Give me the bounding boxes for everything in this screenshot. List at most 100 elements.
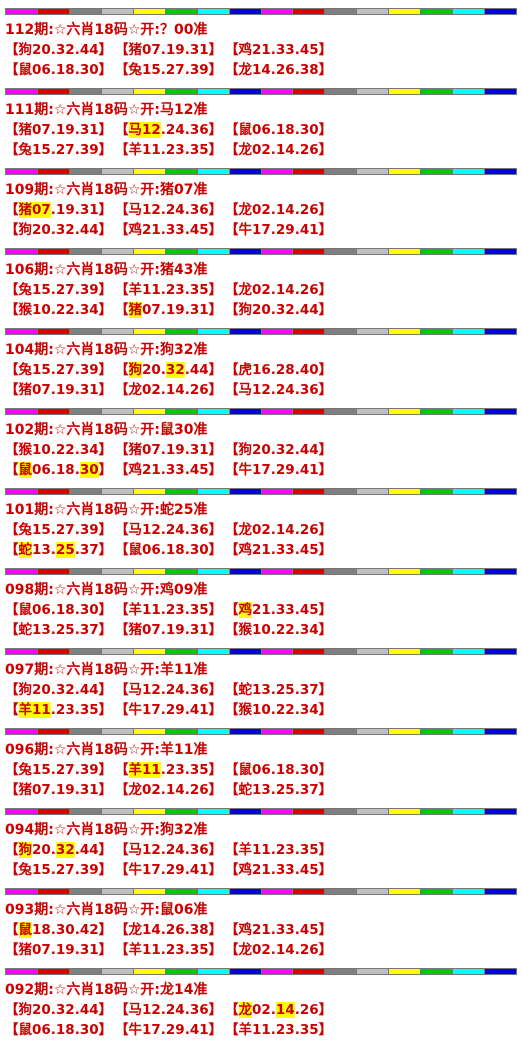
- item-text: 【鸡21.33.45】: [225, 42, 333, 58]
- color-stripe: [133, 889, 166, 894]
- highlighted-text: 14: [275, 1002, 295, 1018]
- color-stripe: [293, 89, 326, 94]
- color-bar: [5, 648, 517, 655]
- color-stripe: [389, 89, 422, 94]
- color-stripe: [37, 249, 70, 254]
- prediction-item: 【狗20.32.44】: [5, 40, 115, 60]
- color-stripe: [133, 729, 166, 734]
- prediction-row: 【羊11.23.35】 【牛17.29.41】 【猴10.22.34】: [5, 700, 335, 720]
- item-text: 【兔15.27.39】: [5, 142, 113, 158]
- color-stripe: [325, 489, 358, 494]
- color-stripe: [325, 729, 358, 734]
- prediction-item: 【鸡21.33.45】: [225, 540, 335, 560]
- item-text: 【鸡21.33.45】: [115, 222, 223, 238]
- color-stripe: [6, 729, 38, 734]
- prediction-item: 【猪07.19.31】: [5, 200, 115, 220]
- color-bar: [5, 968, 517, 975]
- color-stripe: [101, 809, 134, 814]
- color-stripe: [453, 569, 486, 574]
- color-stripe: [421, 169, 454, 174]
- color-stripe: [6, 329, 38, 334]
- record: 098期:☆六肖18码☆开:鸡09准 【鼠06.18.30】 【羊11.23.35】…: [0, 560, 522, 640]
- color-stripe: [6, 89, 38, 94]
- color-stripe: [485, 249, 516, 254]
- color-stripe: [389, 9, 422, 14]
- highlighted-text: 龙: [238, 1002, 252, 1018]
- color-stripe: [453, 89, 486, 94]
- item-text: 【马12.24.36】: [115, 842, 223, 858]
- color-stripe: [165, 89, 198, 94]
- color-stripe: [6, 489, 38, 494]
- prediction-item: 【猴10.22.34】: [225, 700, 335, 720]
- prediction-item: 【羊11.23.35】: [115, 600, 225, 620]
- item-text: 【龙02.14.26】: [225, 142, 333, 158]
- color-stripe: [69, 649, 102, 654]
- color-bar: [5, 248, 517, 255]
- color-stripe: [197, 489, 230, 494]
- prediction-item: 【兔15.27.39】: [115, 60, 225, 80]
- highlighted-text: 30: [79, 462, 99, 478]
- color-stripe: [229, 9, 262, 14]
- color-stripe: [325, 89, 358, 94]
- item-text: 【羊11.23.35】: [115, 282, 223, 298]
- color-stripe: [357, 569, 390, 574]
- item-text: 【猪07.19.31】: [5, 122, 113, 138]
- color-bar: [5, 728, 517, 735]
- item-text: .23.35】: [50, 702, 113, 718]
- color-stripe: [165, 409, 198, 414]
- prediction-row: 【鼠18.30.42】 【龙14.26.38】 【鸡21.33.45】: [5, 920, 335, 940]
- item-text: 【蛇13.25.37】: [5, 622, 113, 638]
- record-header: 102期:☆六肖18码☆开:鼠30准: [5, 422, 208, 438]
- item-text: 【羊11.23.35】: [115, 142, 223, 158]
- item-text: 【虎16.28.40】: [225, 362, 333, 378]
- color-stripe: [197, 329, 230, 334]
- item-text: 【鸡21.33.45】: [225, 922, 333, 938]
- item-text: 【猪07.19.31】: [115, 622, 223, 638]
- color-stripe: [6, 969, 38, 974]
- color-stripe: [229, 569, 262, 574]
- prediction-row: 【猪07.19.31】 【羊11.23.35】 【龙02.14.26】: [5, 940, 335, 960]
- color-stripe: [69, 809, 102, 814]
- highlighted-text: 猪: [128, 302, 142, 318]
- item-text: 【鼠06.18.30】: [225, 122, 333, 138]
- item-text: 06.18.: [32, 462, 80, 478]
- record: 104期:☆六肖18码☆开:狗32准 【兔15.27.39】 【狗20.32.44】…: [0, 320, 522, 400]
- item-text: 【猪07.19.31】: [115, 442, 223, 458]
- prediction-item: 【狗20.32.44】: [5, 220, 115, 240]
- item-text: 【龙02.14.26】: [225, 942, 333, 958]
- color-stripe: [293, 249, 326, 254]
- color-stripe: [197, 729, 230, 734]
- prediction-row: 【狗20.32.44】 【猪07.19.31】 【鸡21.33.45】: [5, 40, 335, 60]
- prediction-item: 【猪07.19.31】: [5, 940, 115, 960]
- color-stripe: [197, 889, 230, 894]
- color-stripe: [453, 9, 486, 14]
- color-stripe: [37, 409, 70, 414]
- prediction-item: 【龙02.14.26】: [115, 780, 225, 800]
- item-text: 【兔15.27.39】: [5, 522, 113, 538]
- color-stripe: [165, 889, 198, 894]
- prediction-item: 【狗20.32.44】: [115, 360, 225, 380]
- prediction-item: 【兔15.27.39】: [5, 360, 115, 380]
- prediction-row: 【狗20.32.44】 【马12.24.36】 【龙02.14.26】: [5, 1000, 335, 1020]
- color-stripe: [37, 729, 70, 734]
- item-text: 【鸡21.33.45】: [225, 862, 333, 878]
- prediction-row: 【兔15.27.39】 【马12.24.36】 【龙02.14.26】: [5, 520, 335, 540]
- color-stripe: [37, 169, 70, 174]
- color-stripe: [261, 409, 294, 414]
- color-stripe: [197, 169, 230, 174]
- record: 101期:☆六肖18码☆开:蛇25准 【兔15.27.39】 【马12.24.36】…: [0, 480, 522, 560]
- color-stripe: [357, 729, 390, 734]
- prediction-item: 【鼠06.18.30】: [5, 600, 115, 620]
- color-stripe: [485, 649, 516, 654]
- color-stripe: [229, 729, 262, 734]
- record: 094期:☆六肖18码☆开:狗32准 【狗20.32.44】 【马12.24.36】…: [0, 800, 522, 880]
- color-stripe: [6, 569, 38, 574]
- prediction-item: 【龙14.26.38】: [225, 60, 335, 80]
- item-text: 20.: [32, 842, 56, 858]
- color-stripe: [357, 89, 390, 94]
- color-stripe: [69, 409, 102, 414]
- highlighted-text: 32: [55, 842, 75, 858]
- prediction-row: 【鼠06.18.30】 【羊11.23.35】 【鸡21.33.45】: [5, 600, 335, 620]
- color-stripe: [133, 409, 166, 414]
